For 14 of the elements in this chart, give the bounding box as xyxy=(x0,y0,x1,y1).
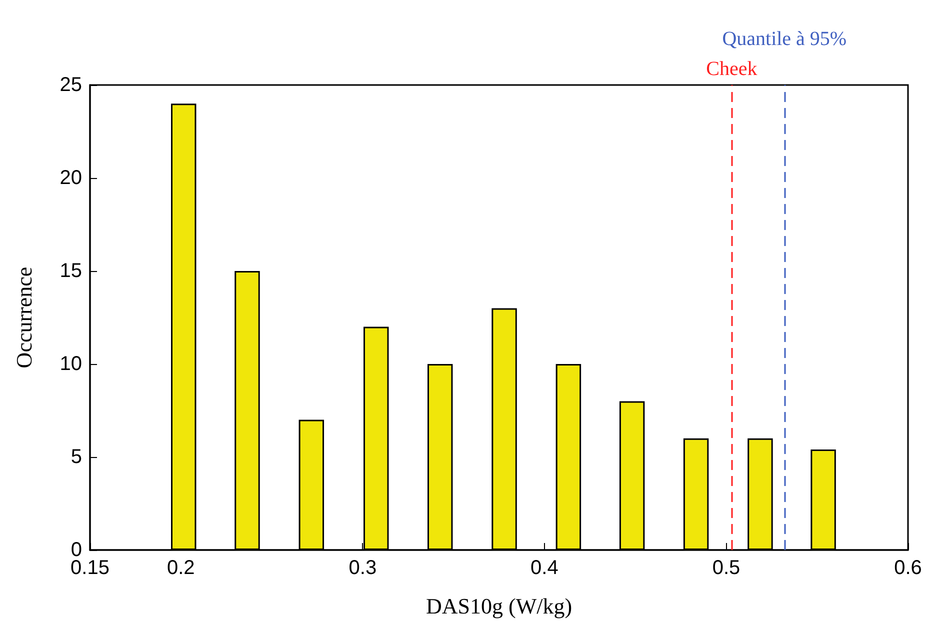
x-tick-label: 0.3 xyxy=(348,557,377,579)
x-axis-title: DAS10g (W/kg) xyxy=(426,594,572,618)
y-tick-label: 20 xyxy=(60,167,82,189)
ref-line-label: Quantile à 95% xyxy=(722,28,847,50)
x-tick-label: 0.5 xyxy=(712,557,740,579)
y-axis-title: Occurrence xyxy=(12,266,36,368)
x-tick-label: 0.4 xyxy=(530,557,558,579)
y-tick-label: 15 xyxy=(60,260,82,282)
ref-line-label: Cheek xyxy=(706,58,758,80)
y-tick-label: 25 xyxy=(60,74,82,96)
y-tick-label: 5 xyxy=(70,446,82,468)
x-tick-label: 0.6 xyxy=(894,557,922,579)
y-tick-label: 10 xyxy=(60,353,82,375)
x-tick-label: 0.2 xyxy=(166,557,195,579)
